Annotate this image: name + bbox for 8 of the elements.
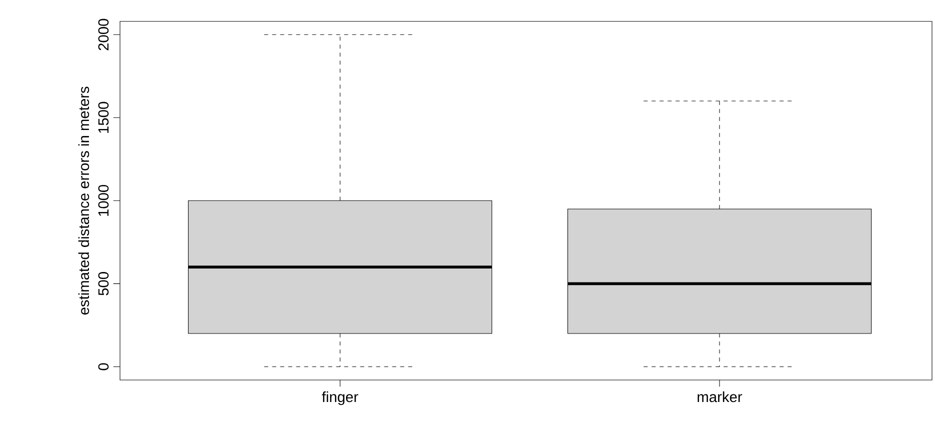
y-tick-label: 0 [98, 363, 109, 370]
y-tick-label: 1000 [98, 184, 109, 216]
x-tick-label: finger [322, 391, 358, 406]
y-axis-title: estimated distance errors in meters [78, 86, 90, 315]
x-tick-label: marker [698, 391, 742, 402]
y-tick-label: 2000 [98, 18, 109, 50]
y-tick-label: 500 [98, 272, 109, 296]
y-tick-label: 1500 [98, 102, 109, 133]
